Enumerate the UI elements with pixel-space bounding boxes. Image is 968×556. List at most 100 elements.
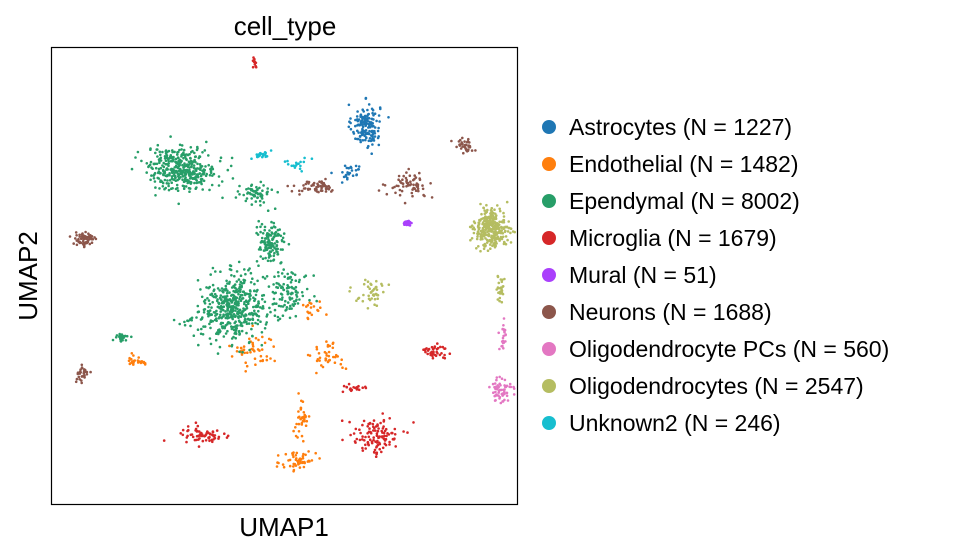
- data-point: [462, 151, 465, 155]
- data-point: [241, 293, 244, 297]
- data-point: [254, 189, 257, 193]
- data-point: [85, 240, 88, 244]
- data-point: [169, 135, 172, 138]
- data-point: [209, 326, 212, 330]
- data-point: [233, 306, 237, 309]
- data-point: [405, 171, 408, 174]
- data-point: [203, 149, 207, 152]
- data-point: [377, 114, 381, 117]
- data-point: [509, 231, 512, 235]
- data-point: [132, 363, 135, 366]
- data-point: [497, 237, 501, 240]
- data-point: [225, 291, 229, 295]
- data-point: [255, 231, 258, 235]
- data-point: [294, 314, 298, 318]
- series-ependymal-points: [111, 135, 319, 355]
- legend-marker: [542, 194, 556, 208]
- data-point: [240, 353, 244, 356]
- data-point: [318, 356, 322, 360]
- data-point: [431, 348, 435, 351]
- data-point: [239, 315, 243, 319]
- data-point: [233, 274, 236, 278]
- data-point: [399, 181, 403, 184]
- data-point: [81, 375, 85, 378]
- data-point: [250, 312, 254, 315]
- data-point: [370, 297, 374, 300]
- data-point: [189, 175, 192, 178]
- data-point: [293, 302, 297, 306]
- data-point: [300, 291, 304, 294]
- data-point: [245, 364, 249, 368]
- data-point: [173, 172, 176, 175]
- data-point: [263, 300, 267, 304]
- data-point: [347, 125, 351, 129]
- data-point: [209, 273, 212, 276]
- data-point: [176, 153, 179, 156]
- data-point: [257, 338, 260, 342]
- data-point: [325, 340, 328, 343]
- data-point: [227, 316, 231, 319]
- data-point: [476, 235, 479, 238]
- data-point: [188, 187, 192, 190]
- data-point: [398, 193, 402, 197]
- data-point: [404, 221, 407, 225]
- data-point: [503, 390, 506, 394]
- data-point: [479, 202, 482, 206]
- data-point: [287, 285, 290, 289]
- data-point: [194, 168, 197, 171]
- data-point: [193, 151, 196, 155]
- data-point: [498, 207, 502, 211]
- data-point: [259, 354, 263, 358]
- data-point: [435, 347, 439, 351]
- data-point: [498, 220, 501, 224]
- data-point: [505, 394, 509, 398]
- data-point: [242, 278, 245, 282]
- data-point: [78, 235, 81, 238]
- data-point: [259, 180, 263, 184]
- data-point: [368, 120, 371, 124]
- data-point: [500, 340, 504, 343]
- legend-label: Mural (N = 51): [569, 262, 717, 288]
- data-point: [497, 231, 501, 235]
- data-point: [194, 187, 197, 190]
- data-point: [192, 334, 196, 338]
- data-point: [354, 124, 357, 128]
- data-point: [302, 184, 305, 187]
- data-point: [163, 155, 167, 158]
- data-point: [198, 430, 201, 433]
- data-point: [366, 441, 370, 445]
- data-point: [208, 309, 212, 312]
- data-point: [504, 242, 508, 246]
- data-point: [248, 337, 251, 341]
- data-point: [418, 171, 421, 175]
- data-point: [355, 437, 359, 441]
- data-point: [348, 290, 351, 293]
- data-point: [247, 302, 250, 306]
- data-point: [248, 318, 251, 322]
- data-point: [422, 348, 425, 352]
- data-point: [249, 192, 252, 196]
- data-point: [430, 350, 433, 354]
- data-point: [259, 204, 262, 207]
- series-astrocytes-points: [330, 96, 390, 184]
- data-point: [459, 147, 463, 150]
- data-point: [178, 143, 182, 147]
- data-point: [359, 140, 363, 144]
- data-point: [288, 316, 292, 320]
- data-point: [259, 152, 263, 155]
- data-point: [426, 352, 430, 356]
- data-point: [183, 178, 187, 181]
- data-point: [364, 138, 367, 142]
- data-point: [272, 283, 275, 286]
- data-point: [409, 180, 412, 183]
- data-point: [300, 416, 304, 419]
- data-point: [80, 363, 84, 367]
- data-point: [214, 270, 217, 273]
- data-point: [266, 236, 270, 239]
- data-point: [163, 178, 167, 182]
- data-point: [370, 441, 374, 445]
- data-point: [162, 439, 166, 442]
- data-point: [387, 433, 391, 436]
- data-point: [483, 242, 487, 246]
- data-point: [497, 394, 500, 397]
